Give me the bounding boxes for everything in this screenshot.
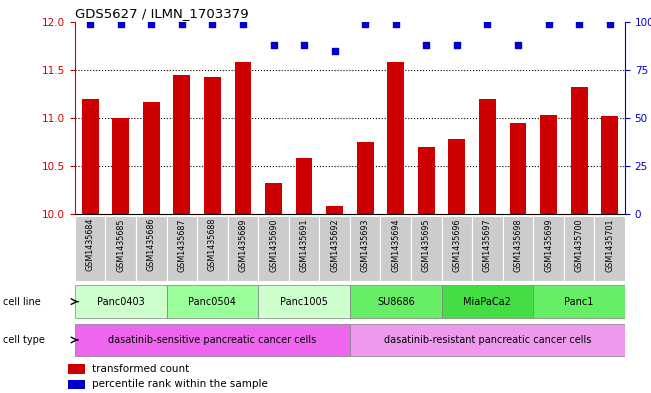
Point [299, 42, 309, 48]
Text: Panc0504: Panc0504 [188, 297, 236, 307]
Text: Panc1005: Panc1005 [280, 297, 328, 307]
Text: GSM1435685: GSM1435685 [117, 218, 125, 272]
Bar [357, 142, 374, 214]
Bar [564, 216, 594, 281]
Text: transformed count: transformed count [92, 364, 189, 374]
Bar [441, 216, 472, 281]
Bar [136, 216, 167, 281]
Bar [75, 216, 105, 281]
Text: Panc1: Panc1 [564, 297, 594, 307]
Point [360, 20, 370, 27]
Point [85, 20, 95, 27]
Bar [594, 216, 625, 281]
Point [268, 42, 279, 48]
Bar [75, 285, 167, 318]
Bar [571, 87, 587, 214]
Text: GSM1435692: GSM1435692 [330, 218, 339, 272]
Bar [82, 99, 98, 214]
Bar [143, 101, 159, 214]
Bar [68, 380, 85, 389]
Bar [204, 77, 221, 214]
Bar [441, 285, 533, 318]
Text: GSM1435688: GSM1435688 [208, 218, 217, 272]
Point [513, 42, 523, 48]
Point [176, 20, 187, 27]
Bar [472, 216, 503, 281]
Bar [265, 184, 282, 214]
Bar [289, 216, 320, 281]
Bar [503, 216, 533, 281]
Text: GSM1435698: GSM1435698 [514, 218, 523, 272]
Text: cell line: cell line [3, 297, 41, 307]
Text: SU8686: SU8686 [377, 297, 415, 307]
Bar [167, 216, 197, 281]
Text: dasatinib-resistant pancreatic cancer cells: dasatinib-resistant pancreatic cancer ce… [383, 335, 591, 345]
Bar [167, 285, 258, 318]
Bar [234, 62, 251, 214]
Text: GSM1435697: GSM1435697 [483, 218, 492, 272]
Bar [105, 216, 136, 281]
Point [115, 20, 126, 27]
Text: GSM1435694: GSM1435694 [391, 218, 400, 272]
Bar [68, 364, 85, 374]
Bar [380, 216, 411, 281]
Point [238, 20, 248, 27]
Bar [387, 62, 404, 214]
Bar [326, 206, 343, 214]
Bar [350, 285, 441, 318]
Text: GDS5627 / ILMN_1703379: GDS5627 / ILMN_1703379 [75, 7, 249, 20]
Point [605, 20, 615, 27]
Bar [418, 147, 435, 214]
Bar [320, 216, 350, 281]
Text: GSM1435686: GSM1435686 [146, 218, 156, 272]
Point [207, 20, 217, 27]
Text: GSM1435700: GSM1435700 [575, 218, 583, 272]
Bar [350, 324, 625, 356]
Bar [197, 216, 228, 281]
Bar [510, 123, 527, 214]
Text: dasatinib-sensitive pancreatic cancer cells: dasatinib-sensitive pancreatic cancer ce… [108, 335, 316, 345]
Text: GSM1435701: GSM1435701 [605, 218, 614, 272]
Text: cell type: cell type [3, 335, 45, 345]
Bar [173, 75, 190, 214]
Point [146, 20, 156, 27]
Point [482, 20, 493, 27]
Bar [350, 216, 380, 281]
Point [329, 47, 340, 53]
Bar [113, 118, 129, 214]
Text: GSM1435689: GSM1435689 [238, 218, 247, 272]
Text: GSM1435699: GSM1435699 [544, 218, 553, 272]
Bar [449, 139, 465, 214]
Bar [228, 216, 258, 281]
Text: MiaPaCa2: MiaPaCa2 [464, 297, 512, 307]
Point [421, 42, 432, 48]
Bar [411, 216, 441, 281]
Point [391, 20, 401, 27]
Bar [533, 285, 625, 318]
Text: percentile rank within the sample: percentile rank within the sample [92, 379, 268, 389]
Text: GSM1435695: GSM1435695 [422, 218, 431, 272]
Bar [75, 324, 350, 356]
Bar [258, 216, 289, 281]
Text: GSM1435687: GSM1435687 [177, 218, 186, 272]
Bar [540, 115, 557, 214]
Point [452, 42, 462, 48]
Point [544, 20, 554, 27]
Bar [479, 99, 496, 214]
Text: GSM1435690: GSM1435690 [269, 218, 278, 272]
Text: GSM1435693: GSM1435693 [361, 218, 370, 272]
Text: GSM1435696: GSM1435696 [452, 218, 462, 272]
Bar [296, 158, 312, 214]
Point [574, 20, 585, 27]
Bar [258, 285, 350, 318]
Text: Panc0403: Panc0403 [97, 297, 145, 307]
Text: GSM1435691: GSM1435691 [299, 218, 309, 272]
Bar [602, 116, 618, 214]
Bar [533, 216, 564, 281]
Text: GSM1435684: GSM1435684 [86, 218, 94, 272]
